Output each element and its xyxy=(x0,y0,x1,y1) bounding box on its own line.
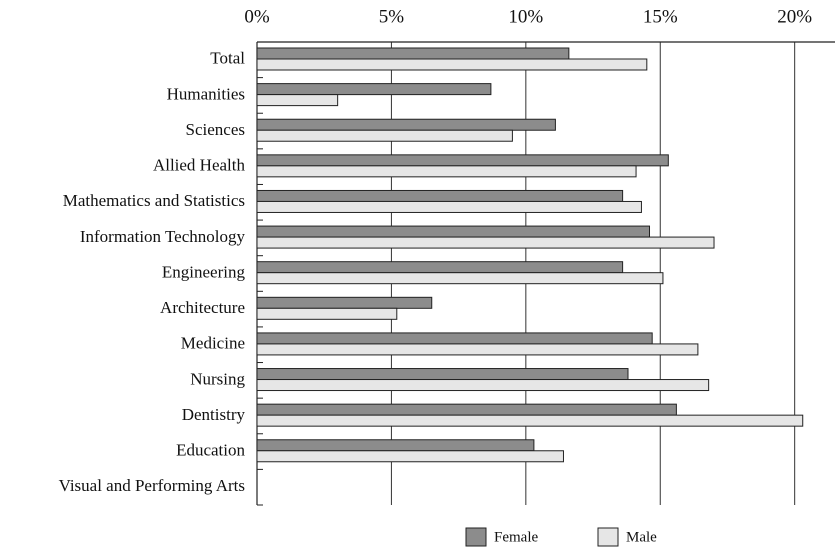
bar xyxy=(256,332,653,345)
legend-swatch xyxy=(465,527,487,547)
bar xyxy=(256,450,564,463)
bar xyxy=(256,47,570,60)
y-tick-label: Mathematics and Statistics xyxy=(63,191,245,210)
x-tick-label: 0% xyxy=(244,6,270,27)
legend-label: Female xyxy=(494,529,538,545)
y-tick-label: Dentistry xyxy=(182,405,246,424)
y-tick-label: Engineering xyxy=(162,262,246,281)
y-tick-label: Visual and Performing Arts xyxy=(59,476,245,495)
bar xyxy=(256,154,669,167)
bar xyxy=(256,129,513,142)
y-tick-label: Education xyxy=(176,440,245,459)
bar xyxy=(256,296,433,309)
bar xyxy=(256,165,637,178)
bar xyxy=(256,368,629,381)
x-tick-label: 20% xyxy=(777,6,812,27)
x-tick-label: 10% xyxy=(508,6,543,27)
bar xyxy=(256,272,664,285)
bar xyxy=(256,225,651,238)
bar xyxy=(256,414,804,427)
bar xyxy=(256,189,624,202)
legend-label: Male xyxy=(626,529,657,545)
bar xyxy=(256,379,710,392)
bar xyxy=(256,200,642,213)
bar xyxy=(256,307,398,320)
bar xyxy=(256,343,699,356)
y-tick-label: Medicine xyxy=(181,334,245,353)
y-tick-label: Information Technology xyxy=(80,227,246,246)
bar xyxy=(256,439,535,452)
y-tick-label: Nursing xyxy=(190,369,245,388)
bar xyxy=(256,261,624,274)
bar xyxy=(256,58,648,71)
x-tick-label: 15% xyxy=(643,6,678,27)
x-tick-label: 5% xyxy=(379,6,405,27)
bar xyxy=(256,403,677,416)
bar xyxy=(256,118,556,131)
bar xyxy=(256,94,339,107)
y-tick-label: Architecture xyxy=(160,298,245,317)
y-tick-label: Humanities xyxy=(167,84,245,103)
y-tick-label: Total xyxy=(210,49,245,68)
y-tick-label: Allied Health xyxy=(153,156,246,175)
legend-swatch xyxy=(597,527,619,547)
y-tick-label: Sciences xyxy=(186,120,245,139)
bar xyxy=(256,236,715,249)
bar xyxy=(256,83,492,96)
